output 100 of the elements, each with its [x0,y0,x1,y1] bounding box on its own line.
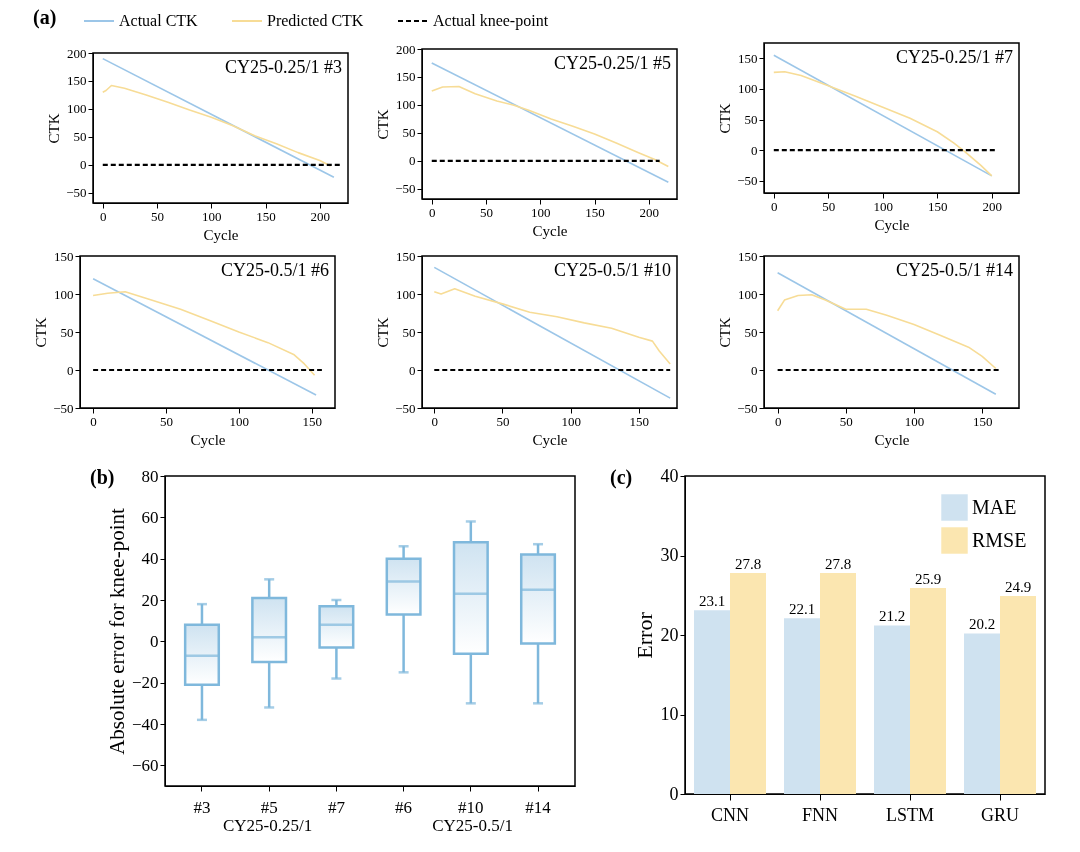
bar [784,618,820,794]
x-tick-label: 100 [873,198,894,214]
x-tick-label: 200 [982,198,1003,214]
x-axis-title: Cycle [874,216,910,233]
y-axis-title: CTK [375,109,392,140]
x-tick-label: 100 [531,204,551,220]
y-tick-label: 100 [54,286,74,302]
y-tick-label: −50 [395,181,416,197]
x-tick-label: 0 [90,413,97,429]
chart-title: CY25-0.25/1 #3 [225,57,342,77]
y-axis-title: CTK [717,103,734,134]
x-tick-label: 150 [928,198,948,214]
data-label: 24.9 [1004,579,1032,596]
line-series [92,290,316,377]
chart-title: CY25-0.5/1 #6 [221,260,329,280]
y-tick-label: 30 [660,545,679,565]
y-tick-label: −50 [395,400,416,416]
legend-label: Actual knee-point [433,12,549,30]
chart-title: CY25-0.25/1 #7 [896,47,1013,67]
x-tick-label: 150 [585,204,605,220]
y-tick-label: 0 [67,362,74,378]
y-tick-label: 50 [402,324,416,340]
y-tick-label: 40 [660,465,679,486]
x-tick-label: 0 [431,413,439,429]
x-tick-label: 50 [496,413,510,429]
y-tick-label: 150 [54,248,74,264]
text: CY25-0.25/1 [222,816,313,835]
x-tick-label: 0 [100,208,107,224]
x-tick-label: CNN [710,804,750,825]
y-axis-title: CTK [33,317,50,348]
legend-label: MAE [972,495,1017,518]
x-tick-label: #14 [525,797,552,817]
data-label: 25.9 [914,571,942,588]
line-series [776,293,997,370]
data-label: 23.1 [698,593,726,610]
legend-label: Predicted CTK [267,12,364,29]
x-tick-label: 100 [229,413,250,429]
x-tick-label: 50 [159,413,173,429]
data-label: 27.8 [734,555,762,572]
y-axis-title: Absolute error for knee-point [104,508,129,755]
y-tick-label: −50 [737,400,758,416]
x-tick-label: 200 [639,204,660,220]
y-tick-label: −20 [131,673,159,693]
x-tick-label: 150 [256,208,276,224]
line-series [433,287,671,365]
text: (c) [610,466,633,489]
x-tick-label: 50 [822,198,836,214]
y-tick-label: −50 [66,185,87,201]
y-tick-label: 50 [744,324,758,340]
x-tick-label: 0 [771,198,778,214]
x-axis-title: Cycle [874,431,910,448]
y-tick-label: 50 [402,125,416,141]
y-tick-label: 20 [660,624,679,645]
bar [820,572,856,794]
x-axis-title: Cycle [532,431,568,448]
y-tick-label: 0 [409,362,416,378]
y-axis-title: Error [631,611,657,659]
x-tick-label: 50 [480,204,494,220]
data-label: 27.8 [824,555,852,572]
x-tick-label: 150 [972,413,993,429]
legend-label: Actual CTK [119,12,199,29]
y-tick-label: 10 [660,704,679,724]
y-tick-label: 50 [60,324,74,340]
chart-title: CY25-0.5/1 #14 [896,260,1013,280]
y-tick-label: 150 [396,69,416,85]
y-tick-label: 40 [141,549,159,569]
y-tick-label: 0 [751,362,758,378]
y-tick-label: 150 [738,50,758,66]
x-axis-title: Cycle [190,431,226,448]
x-tick-label: FNN [801,804,839,825]
x-tick-label: #5 [260,797,278,817]
x-tick-label: #10 [458,797,484,817]
bar [874,625,910,794]
x-tick-label: #3 [193,797,211,817]
y-tick-label: 0 [80,157,87,173]
y-tick-label: 20 [141,590,159,610]
data-label: 22.1 [788,601,816,618]
x-tick-label: LSTM [885,804,935,825]
text: CY25-0.5/1 [432,816,513,835]
bar [964,633,1000,794]
y-tick-label: −40 [131,714,159,734]
y-tick-label: 150 [738,248,758,264]
bar [910,588,946,794]
x-tick-label: 100 [202,208,222,224]
x-tick-label: 150 [629,413,650,429]
x-axis-title: Cycle [532,222,568,239]
y-tick-label: 0 [150,631,159,651]
x-tick-label: 100 [904,413,925,429]
y-tick-label: 150 [67,73,87,89]
y-tick-label: −60 [131,755,159,775]
y-tick-label: 100 [67,101,87,117]
y-tick-label: 0 [409,153,416,169]
y-axis-title: CTK [375,317,392,348]
y-axis-title: CTK [46,113,63,144]
data-label: 21.2 [878,608,906,625]
x-tick-label: 200 [310,208,331,224]
x-tick-label: 0 [774,413,782,429]
bar [730,572,766,794]
y-tick-label: 50 [73,129,87,145]
line-series [430,85,670,168]
